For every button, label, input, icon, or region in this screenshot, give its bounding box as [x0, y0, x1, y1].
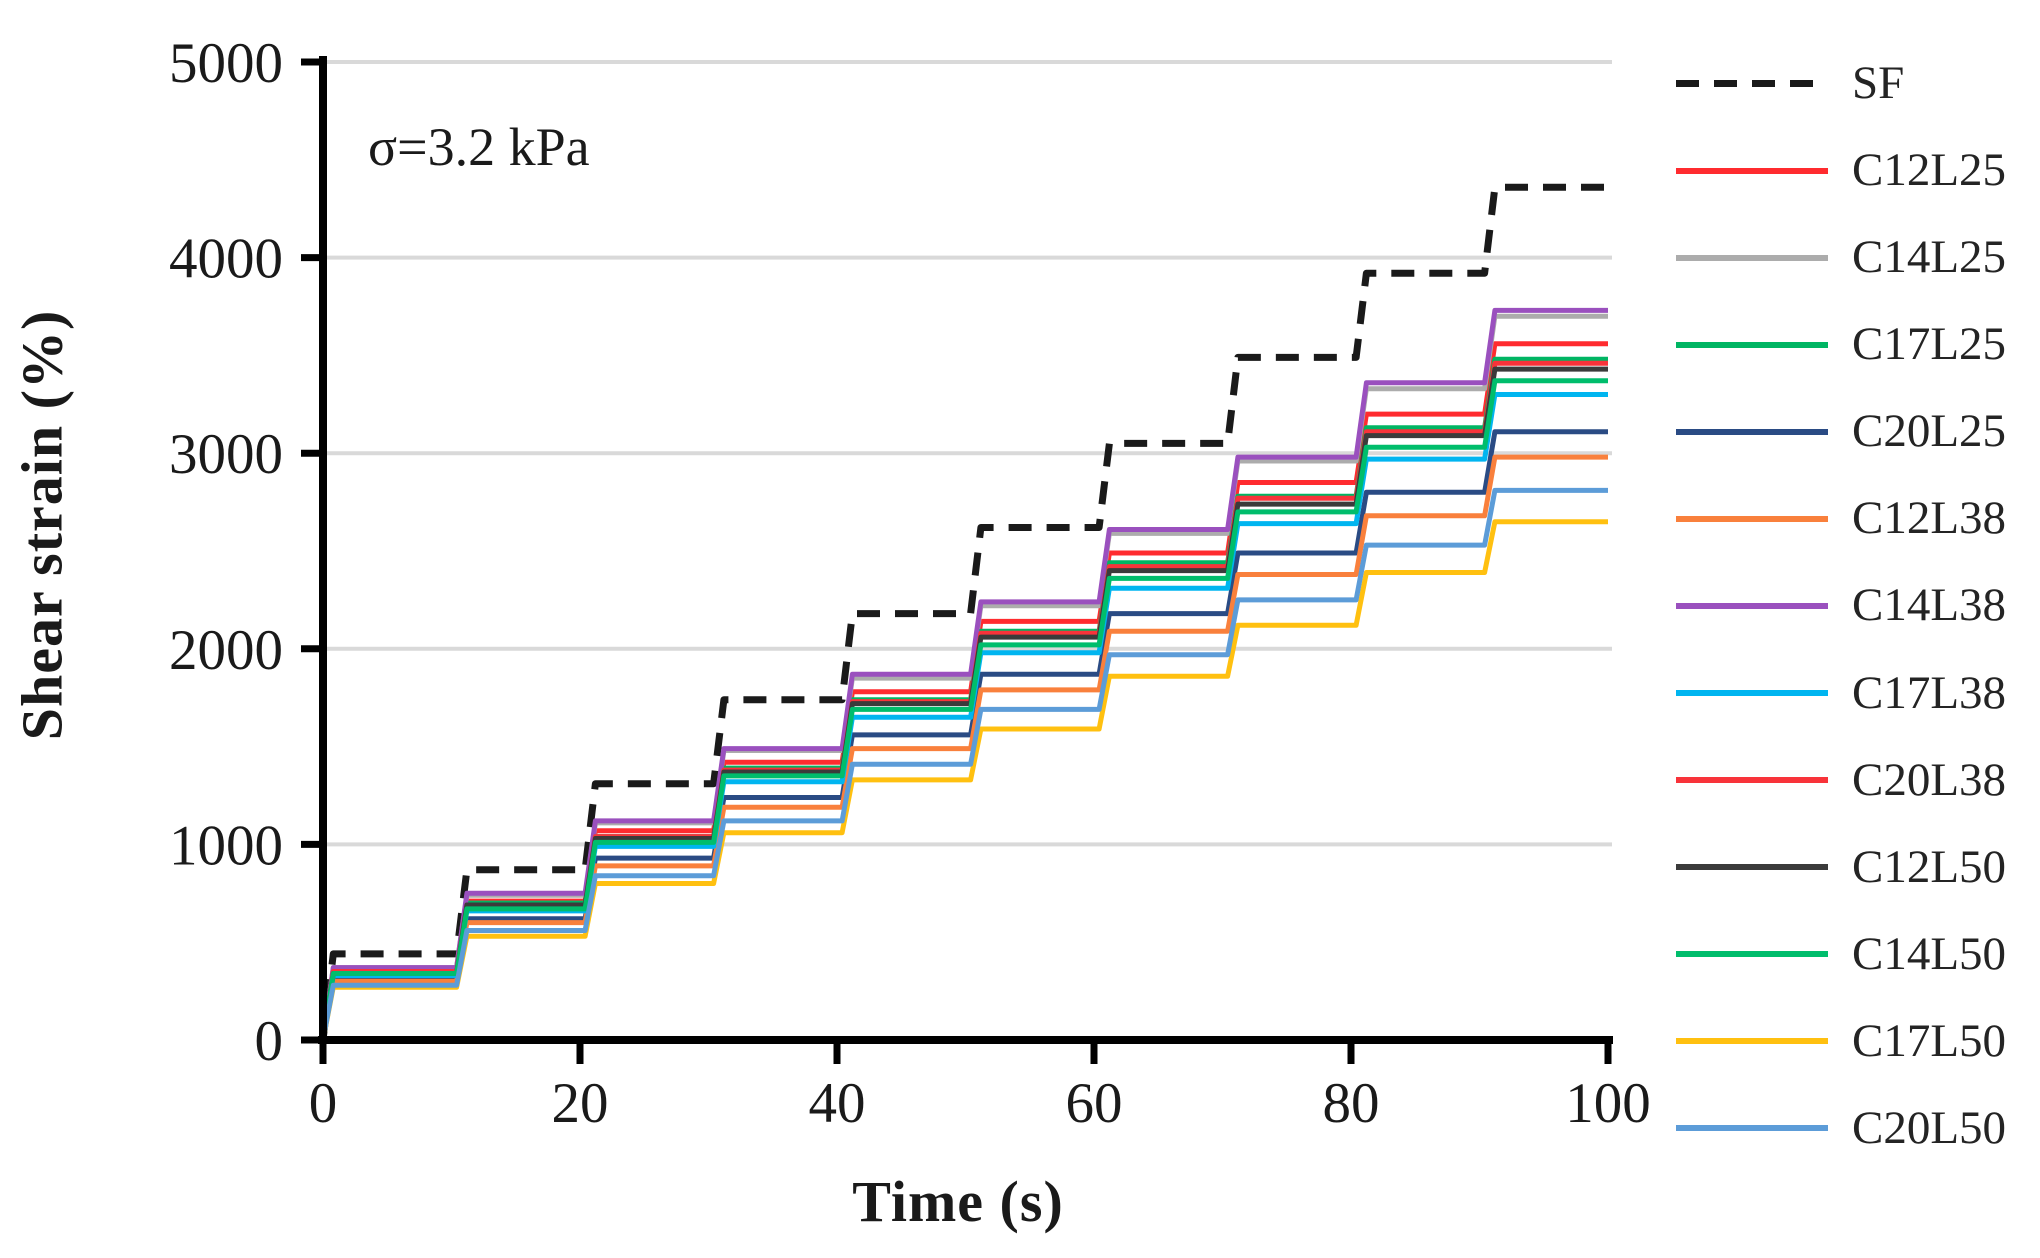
series-line-C12L38 — [320, 454, 1608, 1041]
legend-label-C14L38: C14L38 — [1852, 579, 2007, 632]
x-tick-label-60: 60 — [1066, 1072, 1123, 1135]
legend-swatch-C12L38 — [1676, 515, 1828, 522]
legend-item-C12L25: C12L25 — [1676, 147, 2036, 194]
x-axis-title: Time (s) — [852, 1169, 1064, 1234]
legend-label-C20L25: C20L25 — [1852, 405, 2007, 458]
legend-swatch-C12L25 — [1676, 167, 1828, 174]
legend-swatch-C14L25 — [1676, 254, 1828, 261]
x-tick-label-40: 40 — [809, 1072, 866, 1135]
legend-item-C14L38: C14L38 — [1676, 582, 2036, 629]
series-line-C14L38 — [320, 307, 1608, 1041]
y-tick-label-3000: 3000 — [169, 423, 283, 486]
legend-swatch-C20L38 — [1676, 777, 1828, 784]
legend-swatch-C17L50 — [1676, 1038, 1828, 1045]
legend-label-C17L50: C17L50 — [1852, 1014, 2007, 1067]
x-tick-label-100: 100 — [1565, 1072, 1651, 1135]
legend-label-C14L25: C14L25 — [1852, 231, 2007, 284]
legend-label-C20L38: C20L38 — [1852, 753, 2007, 806]
legend-item-C20L25: C20L25 — [1676, 408, 2036, 455]
y-axis-title: Shear strain (%) — [9, 309, 75, 741]
y-tick-label-1000: 1000 — [169, 814, 283, 877]
legend-item-SF: SF — [1676, 60, 2036, 107]
axes — [318, 56, 1613, 1044]
series-line-C20L25 — [320, 429, 1608, 1041]
legend-label-C12L25: C12L25 — [1852, 144, 2007, 197]
legend-swatch-C14L50 — [1676, 951, 1828, 958]
series-lines — [319, 183, 1608, 1041]
gridlines — [323, 60, 1612, 847]
legend-item-C12L38: C12L38 — [1676, 495, 2036, 542]
y-tick-label-2000: 2000 — [169, 619, 283, 682]
series-line-C20L50 — [320, 487, 1608, 1041]
legend-item-C17L38: C17L38 — [1676, 666, 2036, 719]
legend-label-C17L25: C17L25 — [1852, 318, 2007, 371]
legend-swatch-SF — [1676, 80, 1828, 87]
legend-swatch-C17L25 — [1676, 341, 1828, 348]
legend-swatch-C12L50 — [1676, 864, 1828, 871]
legend-label-C20L50: C20L50 — [1852, 1101, 2007, 1154]
legend-item-C14L50: C14L50 — [1676, 927, 2036, 980]
legend-label-C17L38: C17L38 — [1852, 666, 2007, 719]
series-line-SF — [319, 183, 1608, 1041]
legend-item-C14L25: C14L25 — [1676, 234, 2036, 281]
legend-item-C17L25: C17L25 — [1676, 321, 2036, 368]
normal-stress-annotation: σ=3.2 kPa — [368, 117, 590, 177]
y-tick-label-0: 0 — [255, 1010, 284, 1073]
series-line-C17L50 — [320, 519, 1608, 1041]
tick-marks — [301, 58, 1612, 1064]
legend-item-C12L50: C12L50 — [1676, 840, 2036, 893]
x-tick-label-20: 20 — [552, 1072, 609, 1135]
x-tick-label-0: 0 — [309, 1072, 338, 1135]
legend-item-C20L50: C20L50 — [1676, 1101, 2036, 1154]
legend-label-C12L50: C12L50 — [1852, 840, 2007, 893]
legend-item-C17L50: C17L50 — [1676, 1014, 2036, 1067]
legend-swatch-C20L25 — [1676, 428, 1828, 435]
legend-swatch-C20L50 — [1676, 1125, 1828, 1132]
y-tick-label-5000: 5000 — [169, 32, 283, 95]
y-tick-label-4000: 4000 — [169, 228, 283, 291]
legend-label-C12L38: C12L38 — [1852, 492, 2007, 545]
legend-label-SF: SF — [1852, 57, 1905, 109]
series-line-C14L50 — [320, 378, 1608, 1041]
legend-swatch-C17L38 — [1676, 690, 1828, 697]
series-line-C12L50 — [320, 366, 1608, 1041]
legend-label-C14L50: C14L50 — [1852, 927, 2007, 980]
x-tick-label-80: 80 — [1323, 1072, 1380, 1135]
legend: SF C12L25 C14L25 C17L25 C20L25 C12L38 C14L38 C1… — [1676, 60, 2036, 1152]
legend-swatch-C14L38 — [1676, 602, 1828, 609]
legend-item-C20L38: C20L38 — [1676, 753, 2036, 806]
